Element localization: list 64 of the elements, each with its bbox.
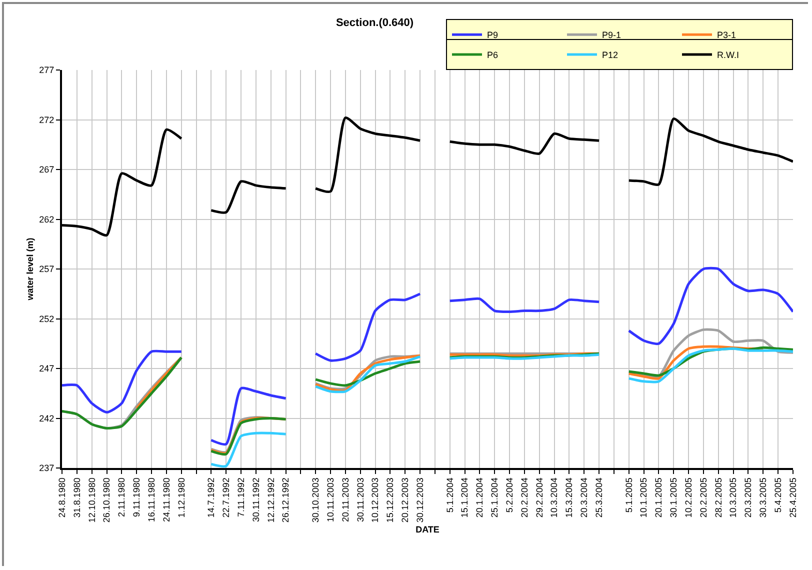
x-tick-label: 25.3.2004 [594, 478, 604, 518]
y-tick-label: 272 [39, 114, 54, 125]
legend-label: P6 [487, 50, 498, 60]
legend-label: P3-1 [717, 30, 736, 40]
x-tick-label: 7.11.1992 [236, 478, 246, 517]
y-axis-title: water level (m) [25, 238, 35, 302]
x-tick-label: 12.10.1980 [86, 478, 97, 523]
x-tick-label: 30.3.2005 [758, 478, 768, 518]
x-tick-label: 30.10.2003 [310, 478, 321, 523]
x-tick-label: 5.1.2004 [444, 478, 455, 513]
x-tick-label: 15.12.2003 [385, 478, 396, 523]
x-tick-label: 10.2.2005 [683, 478, 694, 518]
legend-label: R.W.I [717, 50, 739, 60]
y-tick-label: 237 [39, 463, 54, 474]
x-tick-label: 20.3.2004 [579, 478, 590, 518]
x-tick-label: 28.2.2005 [713, 478, 724, 518]
x-tick-label: 24.8.1980 [56, 478, 67, 518]
x-tick-label: 16.11.1980 [146, 478, 156, 522]
x-tick-label: 25.1.2004 [490, 478, 500, 518]
x-tick-label: 9.11.1980 [132, 478, 142, 517]
x-tick-label: 29.2.2004 [534, 478, 544, 518]
x-tick-label: 5.2.2004 [504, 478, 514, 513]
x-tick-label: 20.2.2005 [698, 478, 708, 518]
x-tick-label: 5.1.2005 [624, 478, 634, 513]
x-tick-label: 20.1.2005 [654, 478, 664, 518]
x-tick-label: 12.12.1992 [266, 478, 276, 523]
legend-label: P12 [602, 50, 618, 60]
x-tick-label: 2.11.1980 [116, 478, 127, 517]
x-tick-label: 20.3.2005 [743, 478, 754, 518]
x-tick-label: 26.12.1992 [280, 478, 291, 523]
x-tick-label: 22.7.1992 [221, 478, 232, 518]
x-tick-label: 26.10.1980 [102, 478, 112, 523]
x-tick-label: 15.1.2004 [460, 478, 470, 518]
x-tick-label: 10.1.2005 [638, 478, 649, 518]
x-tick-label: 1.12.1980 [176, 478, 186, 518]
x-tick-label: 31.8.1980 [72, 478, 82, 518]
y-tick-label: 277 [39, 65, 54, 76]
x-tick-label: 30.11.2003 [355, 478, 366, 522]
x-tick-label: 10.11.2003 [325, 478, 336, 522]
y-tick-label: 242 [39, 413, 54, 424]
legend-label: P9-1 [602, 30, 622, 40]
y-tick-label: 247 [39, 364, 54, 374]
x-tick-label: 20.1.2004 [474, 478, 485, 518]
x-tick-label: 10.3.2005 [728, 478, 738, 518]
x-tick-label: 20.12.2003 [400, 478, 410, 523]
x-tick-label: 20.2.2004 [519, 478, 530, 518]
x-tick-label: 30.11.1992 [250, 478, 261, 522]
y-tick-label: 267 [39, 164, 54, 175]
x-tick-label: 25.4.2005 [788, 478, 798, 518]
y-tick-label: 262 [39, 214, 54, 224]
x-tick-label: 30.12.2003 [414, 478, 425, 523]
x-tick-label: 5.4.2005 [773, 478, 784, 513]
x-tick-label: 10.3.2004 [549, 478, 560, 518]
x-tick-label: 30.1.2005 [668, 478, 679, 518]
x-tick-label: 20.11.2003 [340, 478, 350, 522]
x-axis-title: DATE [416, 524, 440, 535]
x-tick-label: 14.7.1992 [206, 478, 216, 518]
chart-title: Section.(0.640) [336, 16, 414, 29]
y-tick-label: 257 [39, 264, 54, 274]
x-tick-label: 24.11.1980 [161, 478, 172, 522]
x-tick-label: 10.12.2003 [370, 478, 380, 523]
x-tick-label: 15.3.2004 [564, 478, 574, 518]
y-tick-label: 252 [39, 314, 54, 324]
legend-label: P9 [487, 30, 498, 40]
